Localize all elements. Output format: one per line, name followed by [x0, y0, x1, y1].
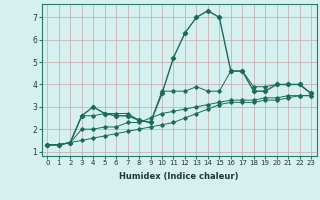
X-axis label: Humidex (Indice chaleur): Humidex (Indice chaleur): [119, 172, 239, 181]
